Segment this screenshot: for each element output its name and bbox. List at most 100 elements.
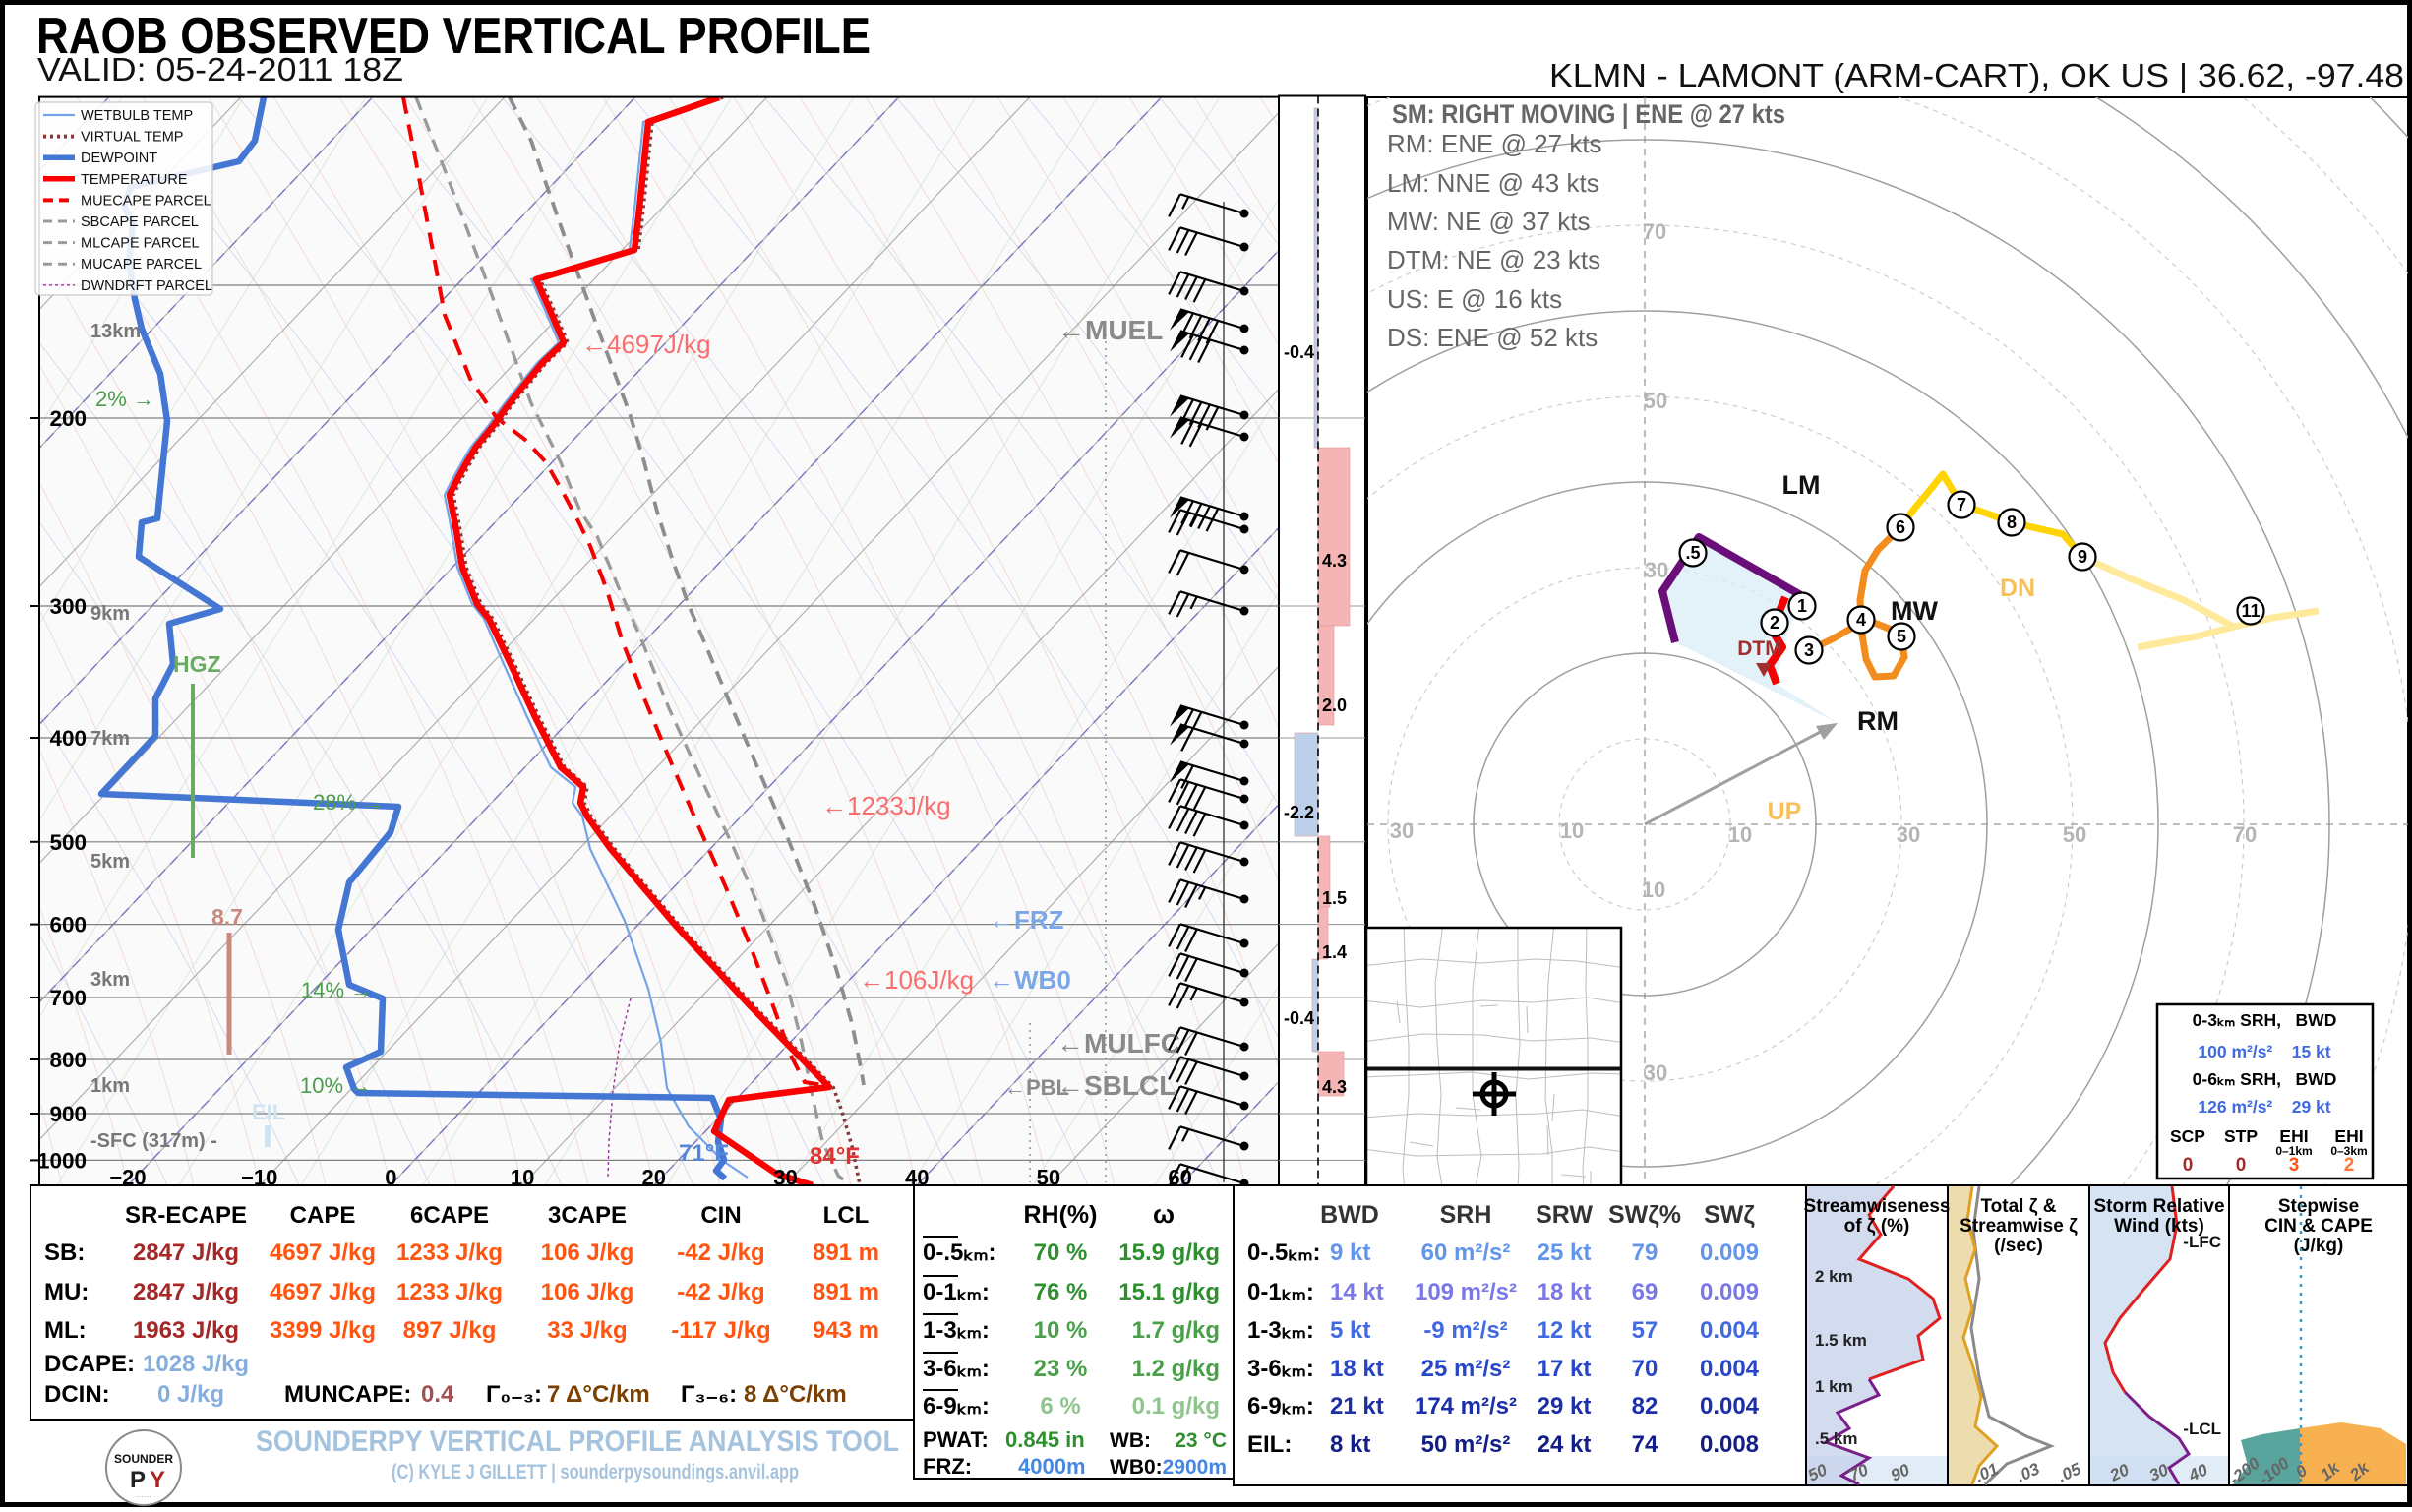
svg-text:KLMN - LAMONT (ARM-CART), OK U: KLMN - LAMONT (ARM-CART), OK US | 36.62,… [1549, 57, 2404, 93]
svg-text:CAPE: CAPE [290, 1202, 356, 1229]
svg-text:CIN: CIN [700, 1202, 741, 1229]
svg-text:0: 0 [2236, 1155, 2247, 1176]
svg-text:21 kt: 21 kt [1330, 1393, 1384, 1420]
svg-text:(J/kg): (J/kg) [2294, 1236, 2344, 1256]
svg-text:9: 9 [2078, 547, 2087, 567]
svg-text:6-9ₖₘ:: 6-9ₖₘ: [1247, 1393, 1314, 1420]
svg-text:EIL: EIL [252, 1100, 285, 1124]
svg-text:-LCL: -LCL [2183, 1420, 2221, 1438]
svg-text:2: 2 [2344, 1155, 2355, 1176]
svg-text:EIL:: EIL: [1247, 1431, 1292, 1458]
svg-text:0-1ₖₘ:: 0-1ₖₘ: [923, 1279, 990, 1305]
svg-text:1.7 g/kg: 1.7 g/kg [1132, 1317, 1220, 1344]
svg-text:4: 4 [1856, 610, 1866, 630]
svg-text:DCAPE:: DCAPE: [44, 1351, 135, 1377]
svg-text:3km: 3km [90, 969, 130, 991]
svg-text:900: 900 [49, 1102, 87, 1126]
svg-text:DWNDRFT PARCEL: DWNDRFT PARCEL [81, 278, 212, 294]
svg-text:SBCAPE PARCEL: SBCAPE PARCEL [81, 214, 199, 230]
svg-text:9km: 9km [90, 603, 130, 625]
svg-text:1028 J/kg: 1028 J/kg [143, 1351, 249, 1377]
svg-text:71°F: 71°F [679, 1140, 729, 1167]
svg-text:Total ζ &: Total ζ & [1980, 1196, 2056, 1217]
svg-text:EHI: EHI [2279, 1126, 2308, 1146]
svg-text:······: ······ [136, 1492, 151, 1501]
svg-text:VIRTUAL TEMP: VIRTUAL TEMP [81, 130, 183, 146]
svg-text:24 kt: 24 kt [1538, 1431, 1592, 1458]
svg-text:5: 5 [1897, 627, 1906, 646]
svg-text:50: 50 [1644, 389, 1667, 413]
svg-text:30: 30 [1645, 558, 1668, 582]
svg-text:14 kt: 14 kt [1330, 1279, 1384, 1305]
svg-text:1.5: 1.5 [1322, 888, 1347, 908]
svg-text:UP: UP [1768, 798, 1802, 825]
svg-text:-0.4: -0.4 [1284, 342, 1314, 362]
svg-text:ML:: ML: [44, 1317, 87, 1344]
svg-text:←4697J/kg: ←4697J/kg [581, 330, 711, 359]
svg-text:1000: 1000 [37, 1148, 87, 1173]
svg-text:1963 J/kg: 1963 J/kg [133, 1317, 239, 1344]
svg-text:←FRZ: ←FRZ [989, 905, 1064, 935]
svg-text:←MUEL: ←MUEL [1057, 315, 1163, 345]
svg-text:0.009: 0.009 [1700, 1240, 1759, 1266]
svg-text:1 km: 1 km [1815, 1377, 1853, 1396]
svg-text:174 m²/s²: 174 m²/s² [1415, 1393, 1517, 1420]
svg-text:10: 10 [1728, 822, 1752, 847]
svg-text:LM: LM [1782, 470, 1821, 500]
svg-text:6CAPE: 6CAPE [410, 1202, 489, 1229]
svg-text:3: 3 [2289, 1155, 2300, 1176]
svg-text:Y: Y [150, 1467, 165, 1493]
svg-text:10: 10 [1560, 818, 1584, 843]
svg-text:←SBLCL: ←SBLCL [1056, 1070, 1176, 1101]
svg-text:FRZ:: FRZ: [923, 1454, 972, 1479]
svg-text:SB:: SB: [44, 1240, 85, 1266]
svg-text:P: P [130, 1467, 146, 1493]
svg-text:1-3ₖₘ:: 1-3ₖₘ: [923, 1317, 990, 1344]
svg-text:100 m²/s² 15 kt: 100 m²/s² 15 kt [2198, 1042, 2330, 1061]
svg-text:SM: RIGHT MOVING | ENE @ 27 kt: SM: RIGHT MOVING | ENE @ 27 kts [1392, 99, 1785, 129]
svg-text:0.4: 0.4 [421, 1381, 454, 1408]
svg-text:30: 30 [1897, 822, 1920, 847]
svg-text:13km: 13km [90, 321, 141, 342]
svg-text:7: 7 [1957, 495, 1966, 514]
svg-text:12 kt: 12 kt [1538, 1317, 1592, 1344]
svg-text:Streamwiseness: Streamwiseness [1804, 1196, 1951, 1217]
svg-text:0-.5ₖₘ:: 0-.5ₖₘ: [923, 1240, 996, 1266]
svg-text:30: 30 [1390, 818, 1414, 843]
svg-text:10% →: 10% → [300, 1073, 371, 1098]
svg-text:57: 57 [1632, 1317, 1658, 1344]
svg-text:7km: 7km [90, 728, 130, 750]
svg-text:600: 600 [49, 913, 87, 937]
svg-text:500: 500 [49, 830, 87, 855]
svg-text:28% →: 28% → [313, 790, 384, 815]
svg-text:-LFC: -LFC [2183, 1233, 2221, 1251]
svg-text:200: 200 [49, 406, 87, 431]
svg-text:29 kt: 29 kt [1538, 1393, 1592, 1420]
svg-text:0.009: 0.009 [1700, 1279, 1759, 1305]
svg-text:9 kt: 9 kt [1330, 1240, 1370, 1266]
svg-text:891 m: 891 m [813, 1240, 879, 1266]
svg-text:70 %: 70 % [1034, 1240, 1088, 1266]
svg-text:RAOB OBSERVED VERTICAL PROFILE: RAOB OBSERVED VERTICAL PROFILE [36, 8, 871, 65]
svg-text:4.3: 4.3 [1322, 551, 1347, 571]
svg-text:8: 8 [2007, 513, 2017, 532]
svg-text:3: 3 [1804, 640, 1814, 660]
svg-text:TEMPERATURE: TEMPERATURE [81, 172, 188, 188]
svg-text:74: 74 [1632, 1431, 1658, 1458]
svg-text:-SFC (317m) -: -SFC (317m) - [90, 1130, 217, 1152]
svg-text:-0.4: -0.4 [1284, 1008, 1314, 1028]
svg-text:0-3ₖₘ SRH, BWD: 0-3ₖₘ SRH, BWD [2193, 1010, 2337, 1030]
svg-text:17 kt: 17 kt [1538, 1356, 1592, 1382]
svg-text:1.5 km: 1.5 km [1815, 1331, 1867, 1350]
svg-text:33 J/kg: 33 J/kg [547, 1317, 627, 1344]
svg-text:DN: DN [2000, 575, 2035, 602]
svg-text:2 km: 2 km [1815, 1267, 1853, 1286]
svg-text:70: 70 [2233, 822, 2257, 847]
svg-text:943 m: 943 m [813, 1317, 879, 1344]
svg-text:1.4: 1.4 [1322, 942, 1347, 962]
svg-text:0 J/kg: 0 J/kg [157, 1381, 224, 1408]
svg-text:.5 km: .5 km [1815, 1429, 1857, 1448]
svg-text:RM: ENE @ 27 kts: RM: ENE @ 27 kts [1387, 129, 1602, 158]
svg-text:0-6ₖₘ SRH, BWD: 0-6ₖₘ SRH, BWD [2193, 1069, 2337, 1089]
svg-text:2847 J/kg: 2847 J/kg [133, 1240, 239, 1266]
